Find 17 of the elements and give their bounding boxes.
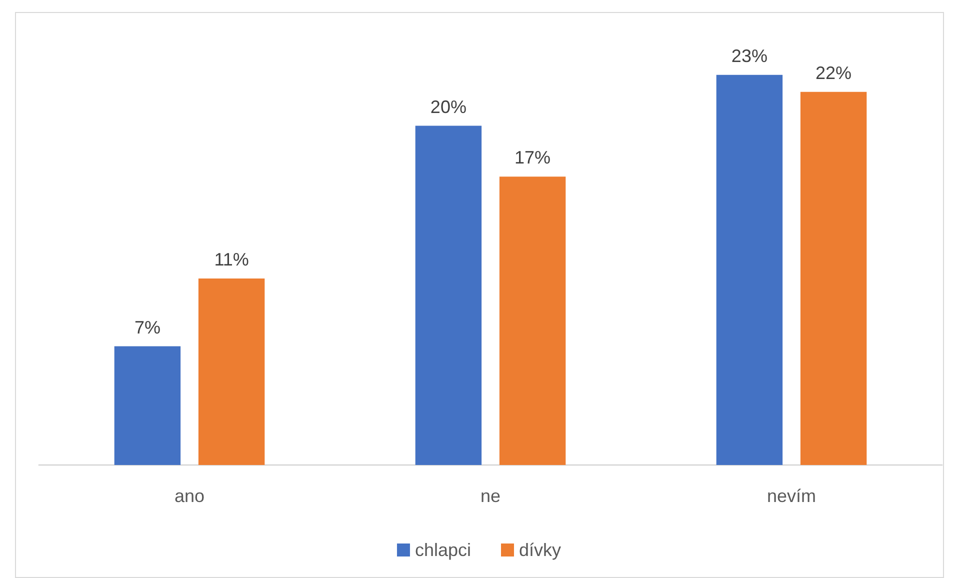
legend-label: dívky	[519, 540, 562, 560]
bar	[415, 126, 482, 465]
bar	[114, 346, 181, 465]
data-label: 11%	[214, 249, 249, 270]
x-tick-label: ano	[174, 486, 205, 506]
x-tick-label: nevím	[766, 486, 816, 506]
data-label: 17%	[514, 148, 551, 168]
data-label: 7%	[134, 317, 160, 338]
bar	[499, 176, 566, 465]
legend-label: chlapci	[414, 540, 472, 560]
x-tick-label: ne	[480, 486, 501, 506]
data-label: 20%	[430, 96, 466, 117]
data-label: 23%	[731, 46, 768, 66]
bar	[800, 92, 867, 465]
bar	[716, 74, 783, 465]
data-label: 22%	[816, 62, 852, 83]
bar	[198, 278, 265, 465]
